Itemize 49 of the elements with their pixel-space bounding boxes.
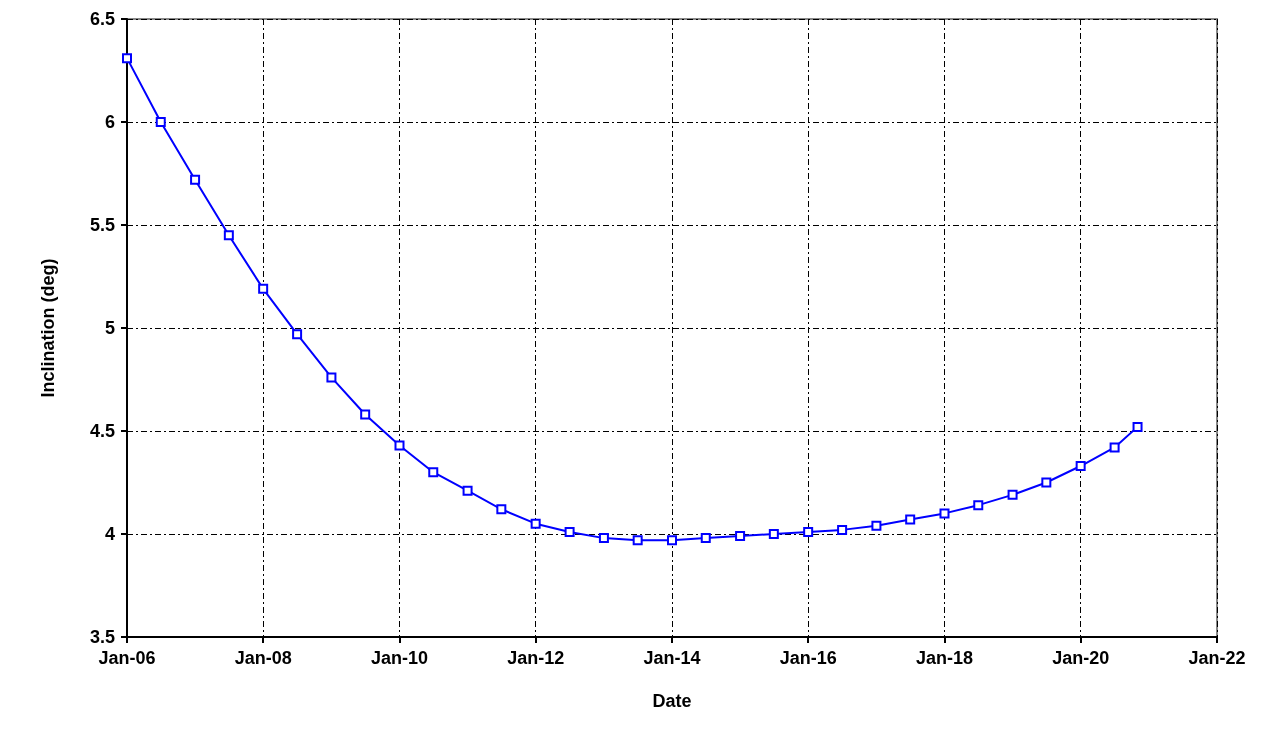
- point: [905, 514, 916, 525]
- x-axis-title: Date: [652, 691, 692, 711]
- point: [428, 467, 439, 478]
- point: [394, 440, 405, 451]
- point: [530, 518, 541, 529]
- x-tick-label: Jan-16: [779, 648, 837, 668]
- x-tick-label: Jan-12: [507, 648, 565, 668]
- point: [803, 526, 814, 537]
- point: [292, 329, 303, 340]
- y-tick-label: 6.5: [89, 9, 115, 29]
- x-tick-label: Jan-20: [1052, 648, 1110, 668]
- y-tick-label: 6: [104, 112, 115, 132]
- y-tick-label: 5.5: [89, 215, 115, 235]
- point: [939, 508, 950, 519]
- x-tick-label: Jan-14: [643, 648, 701, 668]
- point: [735, 531, 746, 542]
- point: [155, 117, 166, 127]
- point: [496, 504, 507, 515]
- point: [1075, 461, 1086, 472]
- point: [223, 230, 234, 241]
- point: [700, 533, 711, 544]
- point: [1041, 477, 1052, 488]
- y-tick-label: 5: [104, 318, 115, 338]
- point: [768, 529, 779, 539]
- point: [667, 535, 677, 546]
- point: [564, 526, 575, 537]
- point: [360, 409, 371, 420]
- x-tick-label: Jan-10: [370, 648, 429, 668]
- x-tick-label: Jan-06: [98, 648, 156, 668]
- y-tick-label: 3.5: [89, 627, 115, 647]
- point: [871, 520, 882, 531]
- point: [190, 174, 201, 185]
- x-tick-label: Jan-08: [234, 648, 292, 668]
- point: [122, 53, 132, 64]
- point: [1007, 489, 1018, 500]
- point: [632, 535, 643, 546]
- y-tick-label: 4.5: [89, 421, 115, 441]
- point: [326, 372, 337, 383]
- point: [973, 500, 984, 511]
- point: [258, 283, 269, 294]
- point: [837, 524, 848, 535]
- x-tick-label: Jan-22: [1188, 648, 1246, 668]
- point: [1132, 421, 1143, 432]
- point: [1109, 442, 1120, 453]
- y-axis-title: Inclination (deg): [38, 258, 58, 398]
- point: [462, 485, 473, 496]
- x-tick-label: Jan-18: [915, 648, 974, 668]
- y-tick-label: 4: [104, 524, 115, 544]
- point: [598, 533, 609, 544]
